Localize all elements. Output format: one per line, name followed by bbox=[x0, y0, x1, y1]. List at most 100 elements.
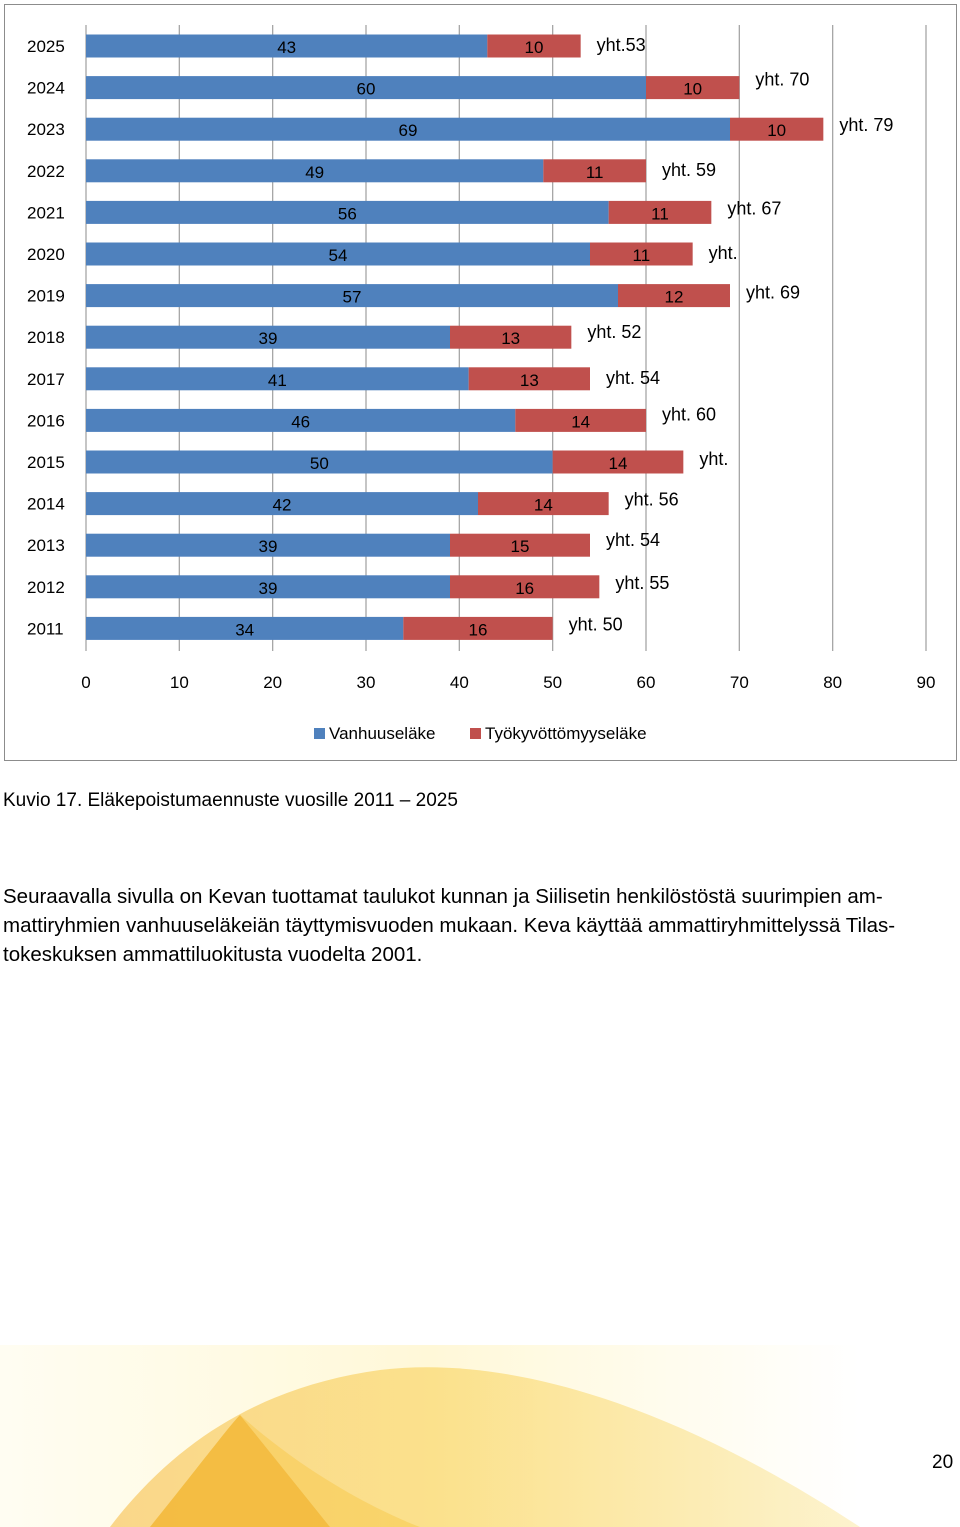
total-label: yht. bbox=[709, 243, 738, 263]
bar-vanhuuselake bbox=[86, 533, 450, 557]
data-label: 13 bbox=[501, 329, 520, 348]
data-label: 16 bbox=[515, 579, 534, 598]
data-label: 69 bbox=[399, 121, 418, 140]
bar-vanhuuselake bbox=[86, 200, 609, 224]
data-label: 14 bbox=[571, 412, 590, 431]
bar-tyokyvottomyyselake bbox=[618, 284, 730, 308]
total-label: yht. 79 bbox=[839, 115, 893, 135]
chart-frame: 2025 43 10 yht.53 2024 60 10 yht. 70 2023 69 10 yht… bbox=[4, 4, 957, 761]
bar-vanhuuselake bbox=[86, 76, 646, 100]
data-label: 14 bbox=[534, 496, 553, 515]
total-label: yht. 50 bbox=[569, 614, 623, 634]
bar-vanhuuselake bbox=[86, 284, 618, 308]
bar-vanhuuselake bbox=[86, 408, 516, 432]
x-tick-label: 40 bbox=[450, 673, 469, 692]
bar-tyokyvottomyyselake bbox=[590, 242, 693, 266]
category-label: 2016 bbox=[27, 411, 65, 430]
data-label: 39 bbox=[259, 579, 278, 598]
x-tick-label: 10 bbox=[170, 673, 189, 692]
data-label: 39 bbox=[259, 329, 278, 348]
category-label: 2017 bbox=[27, 370, 65, 389]
data-label: 49 bbox=[305, 163, 324, 182]
bar-tyokyvottomyyselake bbox=[730, 117, 824, 141]
legend-swatch bbox=[314, 728, 325, 739]
total-label: yht. 70 bbox=[755, 70, 809, 90]
category-label: 2020 bbox=[27, 245, 65, 264]
category-label: 2011 bbox=[27, 619, 64, 638]
bar-tyokyvottomyyselake bbox=[608, 200, 712, 224]
bar-tyokyvottomyyselake bbox=[468, 367, 590, 391]
bar-tyokyvottomyyselake bbox=[487, 34, 581, 58]
bar-vanhuuselake bbox=[86, 575, 450, 599]
x-tick-label: 70 bbox=[730, 673, 749, 692]
category-label: 2015 bbox=[27, 453, 65, 472]
total-label: yht. 59 bbox=[662, 160, 716, 180]
bar-tyokyvottomyyselake bbox=[552, 450, 684, 474]
data-label: 41 bbox=[268, 371, 287, 390]
data-label: 11 bbox=[633, 246, 651, 265]
total-label: yht. 54 bbox=[606, 368, 660, 388]
data-label: 34 bbox=[235, 620, 254, 639]
bar-tyokyvottomyyselake bbox=[403, 616, 553, 640]
data-label: 14 bbox=[609, 454, 628, 473]
category-label: 2014 bbox=[27, 495, 65, 514]
bar-vanhuuselake bbox=[86, 492, 478, 516]
data-label: 16 bbox=[469, 620, 488, 639]
data-label: 42 bbox=[273, 496, 292, 515]
category-label: 2018 bbox=[27, 328, 65, 347]
figure-caption: Kuvio 17. Eläkepoistumaennuste vuosille … bbox=[3, 790, 458, 811]
data-label: 12 bbox=[665, 288, 684, 307]
total-label: yht. 60 bbox=[662, 404, 716, 424]
bar-tyokyvottomyyselake bbox=[450, 325, 572, 349]
data-label: 10 bbox=[767, 121, 786, 140]
page-number: 20 bbox=[932, 1452, 954, 1473]
data-label: 60 bbox=[357, 80, 376, 99]
category-label: 2021 bbox=[27, 203, 65, 222]
total-label: yht. 69 bbox=[746, 283, 800, 303]
x-tick-label: 50 bbox=[543, 673, 562, 692]
bar-vanhuuselake bbox=[86, 450, 553, 474]
bar-vanhuuselake bbox=[86, 325, 450, 349]
body-line: mattiryhmien vanhuuseläkeiän täyttymisvu… bbox=[3, 914, 896, 937]
category-label: 2019 bbox=[27, 287, 65, 306]
data-label: 50 bbox=[310, 454, 329, 473]
total-label: yht. 67 bbox=[727, 198, 781, 218]
bar-vanhuuselake bbox=[86, 117, 730, 141]
data-label: 15 bbox=[511, 537, 530, 556]
data-label: 11 bbox=[586, 163, 604, 182]
total-label: yht. bbox=[699, 449, 728, 469]
data-label: 11 bbox=[651, 204, 669, 223]
data-label: 10 bbox=[683, 80, 702, 99]
bar-vanhuuselake bbox=[86, 242, 590, 266]
category-label: 2024 bbox=[27, 79, 65, 98]
bar-tyokyvottomyyselake bbox=[515, 408, 646, 432]
category-label: 2012 bbox=[27, 578, 65, 597]
data-label: 10 bbox=[525, 38, 544, 57]
data-label: 43 bbox=[277, 38, 296, 57]
total-label: yht. 56 bbox=[625, 490, 679, 510]
footer-logo-art bbox=[0, 1345, 860, 1527]
bar-tyokyvottomyyselake bbox=[450, 575, 600, 599]
data-label: 46 bbox=[291, 412, 310, 431]
data-label: 13 bbox=[520, 371, 539, 390]
total-label: yht. 55 bbox=[615, 573, 669, 593]
legend-label: Työkyvöttömyyseläke bbox=[485, 724, 647, 743]
x-tick-label: 90 bbox=[917, 673, 936, 692]
x-tick-label: 80 bbox=[823, 673, 842, 692]
data-label: 57 bbox=[343, 288, 362, 307]
legend-swatch bbox=[470, 728, 481, 739]
legend-label: Vanhuuseläke bbox=[329, 724, 436, 743]
category-label: 2025 bbox=[27, 37, 65, 56]
total-label: yht. 54 bbox=[606, 530, 660, 550]
bar-tyokyvottomyyselake bbox=[646, 76, 740, 100]
data-label: 56 bbox=[338, 204, 357, 223]
data-label: 39 bbox=[259, 537, 278, 556]
bar-vanhuuselake bbox=[86, 367, 469, 391]
x-tick-label: 0 bbox=[81, 673, 90, 692]
bar-tyokyvottomyyselake bbox=[478, 492, 609, 516]
category-label: 2013 bbox=[27, 536, 65, 555]
x-tick-label: 60 bbox=[637, 673, 656, 692]
bar-vanhuuselake bbox=[86, 34, 488, 58]
body-line: tokeskuksen ammattiluokitusta vuodelta 2… bbox=[3, 943, 423, 966]
body-paragraph: Seuraavalla sivulla on Kevan tuottamat t… bbox=[3, 882, 943, 969]
